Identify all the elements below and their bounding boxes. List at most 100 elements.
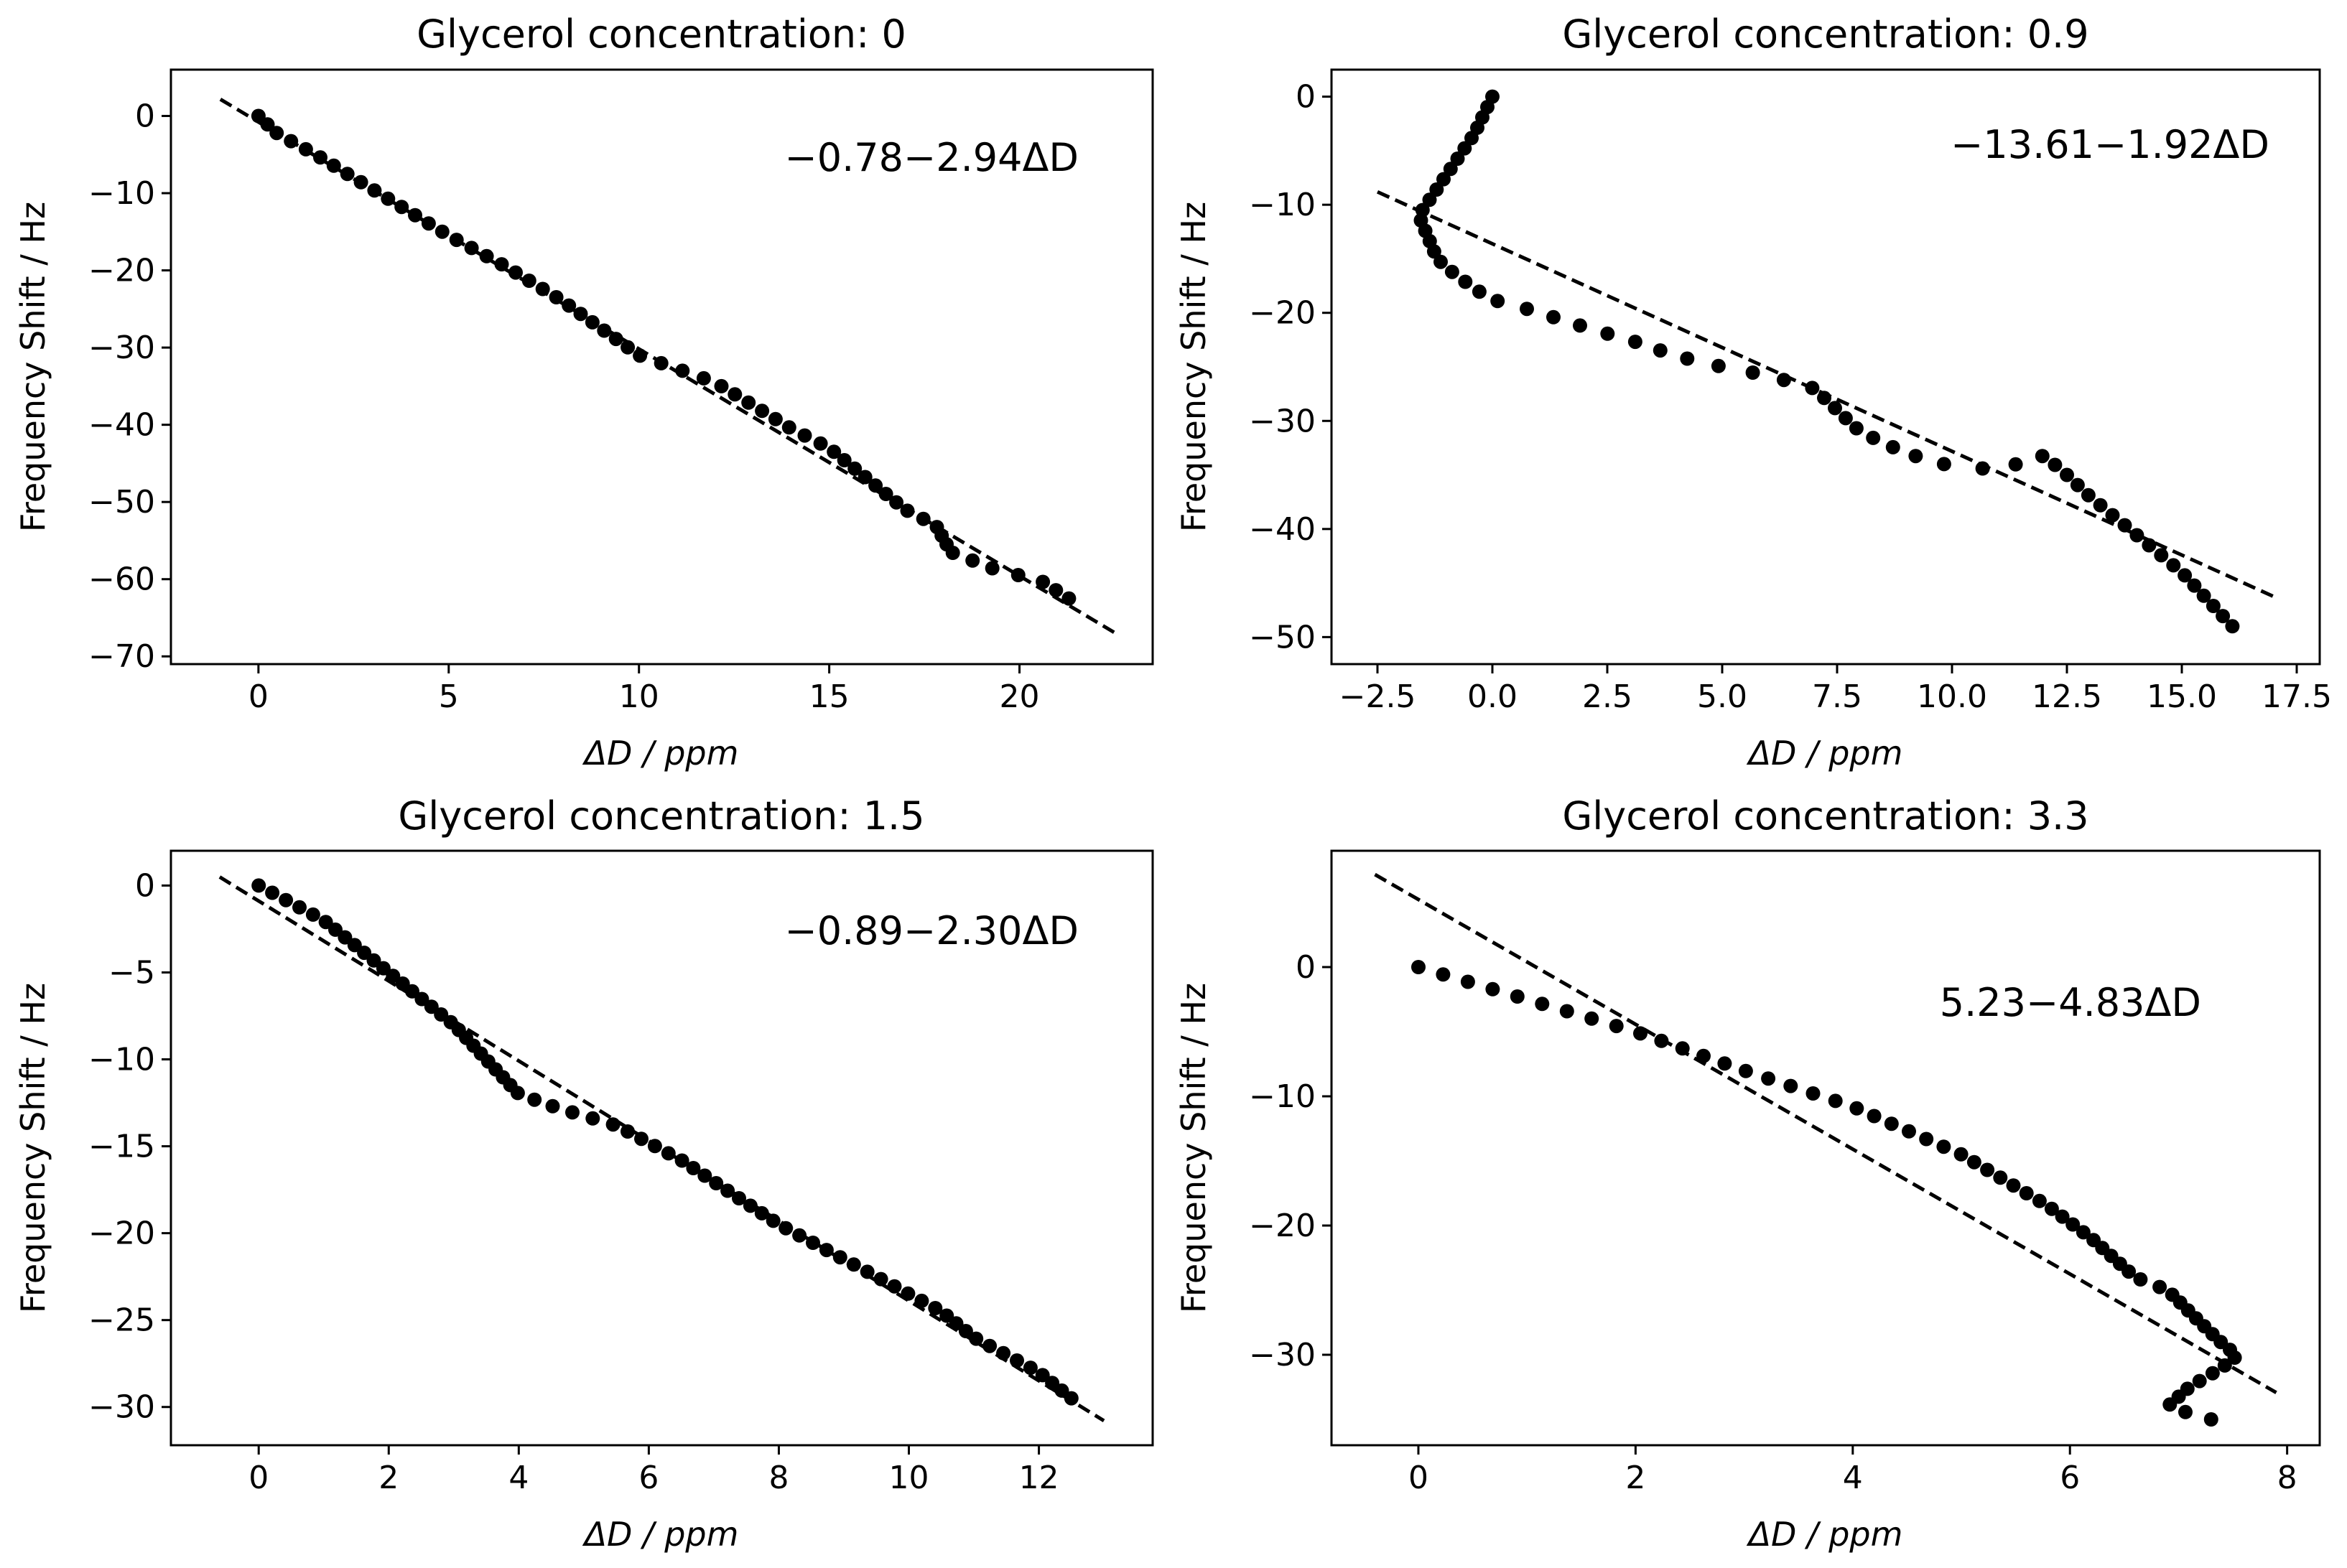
x-tick-label: 0 xyxy=(248,678,269,715)
data-point xyxy=(1980,1162,1995,1177)
y-axis-ticks: 0 −5 −10 −15 −20 −25 −30 xyxy=(88,867,171,1426)
x-tick-label: 12 xyxy=(1019,1460,1059,1496)
data-point xyxy=(1444,264,1459,279)
x-tick-label: 6 xyxy=(2060,1460,2080,1496)
data-point xyxy=(1919,1131,1934,1147)
data-point xyxy=(1761,1071,1776,1086)
data-point xyxy=(292,900,307,915)
y-tick-label: −20 xyxy=(1249,295,1316,332)
data-point xyxy=(2070,477,2085,493)
data-point xyxy=(1054,1383,1069,1398)
data-point xyxy=(1966,1154,1981,1170)
data-point xyxy=(1460,974,1475,989)
data-point xyxy=(2187,578,2202,593)
x-tick-label: 20 xyxy=(1000,678,1040,715)
data-point xyxy=(813,436,828,451)
y-axis-ticks: 0 −10 −20 −30 −40 −50 xyxy=(1249,79,1331,655)
x-tick-label: 2.5 xyxy=(1582,678,1632,715)
panel-title: Glycerol concentration: 0 xyxy=(417,11,906,57)
data-point xyxy=(395,976,410,991)
data-point xyxy=(1472,284,1487,299)
data-point xyxy=(251,878,266,893)
data-point xyxy=(1805,1086,1821,1101)
x-axis-ticks: 0 2 4 6 8 xyxy=(1408,1445,2297,1496)
x-tick-label: 7.5 xyxy=(1812,678,1862,715)
data-point xyxy=(2133,1272,2148,1287)
data-point xyxy=(2008,457,2023,472)
data-point xyxy=(1573,318,1587,333)
data-point xyxy=(741,395,756,410)
x-tick-label: 5.0 xyxy=(1697,678,1747,715)
data-point xyxy=(1464,131,1479,146)
data-point xyxy=(939,1308,954,1323)
data-point xyxy=(1867,1109,1882,1124)
y-tick-label: −15 xyxy=(88,1129,155,1165)
y-tick-label: −5 xyxy=(108,954,155,991)
y-tick-label: −10 xyxy=(88,175,155,212)
data-point xyxy=(2206,599,2221,613)
data-point xyxy=(1738,1063,1753,1078)
data-point xyxy=(781,420,796,435)
data-point xyxy=(806,1236,820,1250)
data-point xyxy=(527,1092,542,1107)
y-tick-label: 0 xyxy=(135,867,155,904)
x-tick-label: 10 xyxy=(889,1460,929,1496)
data-point xyxy=(755,403,770,419)
data-point xyxy=(1520,302,1534,317)
y-tick-label: −40 xyxy=(88,407,155,444)
data-point xyxy=(728,387,743,402)
data-point xyxy=(743,1198,758,1213)
data-point xyxy=(1023,1361,1038,1376)
data-point xyxy=(2048,457,2063,472)
y-tick-label: −10 xyxy=(1249,187,1316,223)
x-tick-label: 2 xyxy=(378,1460,399,1496)
x-axis-ticks: 0 2 4 6 8 10 12 xyxy=(248,1445,1059,1496)
x-axis-ticks: −2.5 0.0 2.5 5.0 7.5 10.0 12.5 15.0 17.5 xyxy=(1339,664,2332,715)
data-point xyxy=(768,411,783,426)
data-point xyxy=(1429,182,1444,197)
data-point xyxy=(338,930,353,945)
data-point xyxy=(1838,411,1853,426)
data-point xyxy=(1546,309,1561,325)
y-tick-label: −50 xyxy=(88,484,155,521)
x-tick-label: −2.5 xyxy=(1339,678,1416,715)
y-tick-label: −10 xyxy=(1249,1078,1316,1115)
data-point xyxy=(1776,373,1791,388)
data-point xyxy=(357,946,372,961)
panel-title: Glycerol concentration: 3.3 xyxy=(1562,793,2088,839)
x-axis-label: ΔD / ppm xyxy=(1747,1515,1903,1554)
x-tick-label: 5 xyxy=(439,678,459,715)
data-point xyxy=(1584,1011,1599,1026)
x-tick-label: 8 xyxy=(768,1460,789,1496)
data-point xyxy=(1049,583,1064,598)
data-point xyxy=(597,323,612,338)
y-tick-label: −70 xyxy=(88,638,155,675)
y-axis-label: Frequency Shift / Hz xyxy=(14,983,52,1313)
data-point xyxy=(1559,1004,1574,1019)
fit-line xyxy=(218,875,1105,1422)
data-point xyxy=(1036,574,1051,589)
data-point xyxy=(1436,967,1451,982)
x-tick-label: 2 xyxy=(1625,1460,1645,1496)
y-tick-label: −40 xyxy=(1249,511,1316,548)
data-point xyxy=(965,553,980,568)
y-tick-label: −50 xyxy=(1249,619,1316,655)
panel-glycerol-3.3: Glycerol concentration: 3.3 0 2 4 6 8 0 −10 −2… xyxy=(1174,793,2321,1554)
y-tick-label: −30 xyxy=(88,330,155,366)
y-tick-label: −10 xyxy=(88,1042,155,1078)
data-point xyxy=(1884,1116,1899,1131)
x-tick-label: 17.5 xyxy=(2262,678,2332,715)
data-point xyxy=(328,922,343,937)
data-point xyxy=(2093,498,2108,513)
data-point xyxy=(2081,487,2096,503)
data-point xyxy=(2192,1373,2207,1389)
data-point xyxy=(2121,1264,2137,1279)
data-point xyxy=(521,274,536,288)
y-tick-label: 0 xyxy=(1296,79,1316,116)
data-point xyxy=(2227,1350,2242,1365)
x-tick-label: 15.0 xyxy=(2147,678,2217,715)
data-point xyxy=(714,378,729,393)
data-point xyxy=(2162,1397,2178,1412)
data-point xyxy=(1849,421,1864,436)
data-point xyxy=(2216,609,2231,624)
